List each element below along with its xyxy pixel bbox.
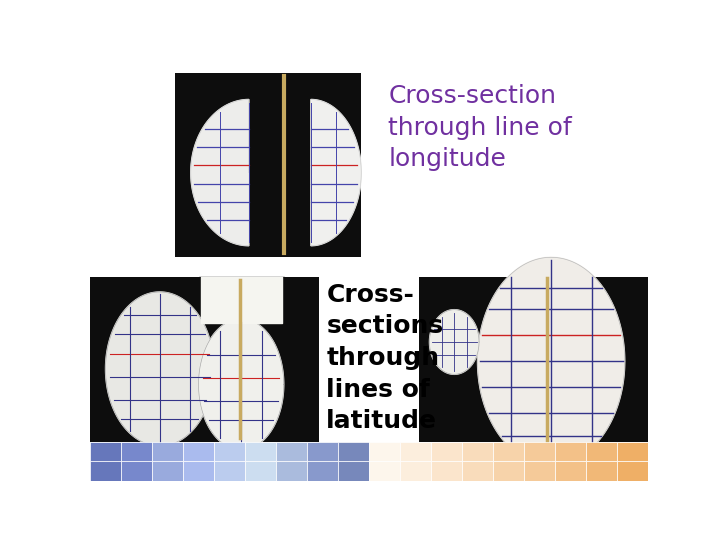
Bar [338, 461, 369, 481]
Bar [214, 442, 245, 461]
Bar [245, 461, 276, 481]
Text: Cross-section
through line of
longitude: Cross-section through line of longitude [388, 84, 572, 171]
Bar [183, 442, 214, 461]
Bar [679, 461, 710, 481]
Bar [524, 461, 555, 481]
Text: Cross-
sections
through
lines of
latitude: Cross- sections through lines of latitud… [326, 283, 444, 433]
Polygon shape [311, 99, 361, 246]
Bar [710, 461, 720, 481]
Bar [648, 461, 679, 481]
Polygon shape [191, 99, 249, 246]
Bar [183, 461, 214, 481]
Polygon shape [106, 292, 214, 446]
Bar [493, 442, 524, 461]
Bar [431, 461, 462, 481]
Bar [431, 442, 462, 461]
Bar [617, 442, 648, 461]
Bar [214, 461, 245, 481]
Bar [369, 461, 400, 481]
Bar [152, 442, 183, 461]
Polygon shape [199, 319, 284, 450]
Bar [90, 276, 319, 442]
Bar [710, 442, 720, 461]
Bar [462, 442, 493, 461]
Bar [121, 461, 152, 481]
Bar [400, 442, 431, 461]
Bar [419, 276, 648, 442]
Bar [493, 461, 524, 481]
Bar [175, 72, 361, 257]
Bar [555, 461, 586, 481]
Bar [586, 461, 617, 481]
Bar [400, 461, 431, 481]
Bar [276, 442, 307, 461]
Bar [555, 442, 586, 461]
Bar [679, 442, 710, 461]
Bar [121, 442, 152, 461]
Polygon shape [477, 257, 625, 465]
Bar [648, 442, 679, 461]
Bar [90, 461, 121, 481]
Bar [524, 442, 555, 461]
Bar [245, 442, 276, 461]
Bar [462, 461, 493, 481]
Bar [586, 442, 617, 461]
Bar [369, 442, 400, 461]
Bar [307, 442, 338, 461]
Bar [152, 461, 183, 481]
Bar [307, 461, 338, 481]
Bar [617, 461, 648, 481]
Bar [276, 461, 307, 481]
Polygon shape [429, 309, 479, 374]
Bar [90, 442, 121, 461]
Bar [338, 442, 369, 461]
